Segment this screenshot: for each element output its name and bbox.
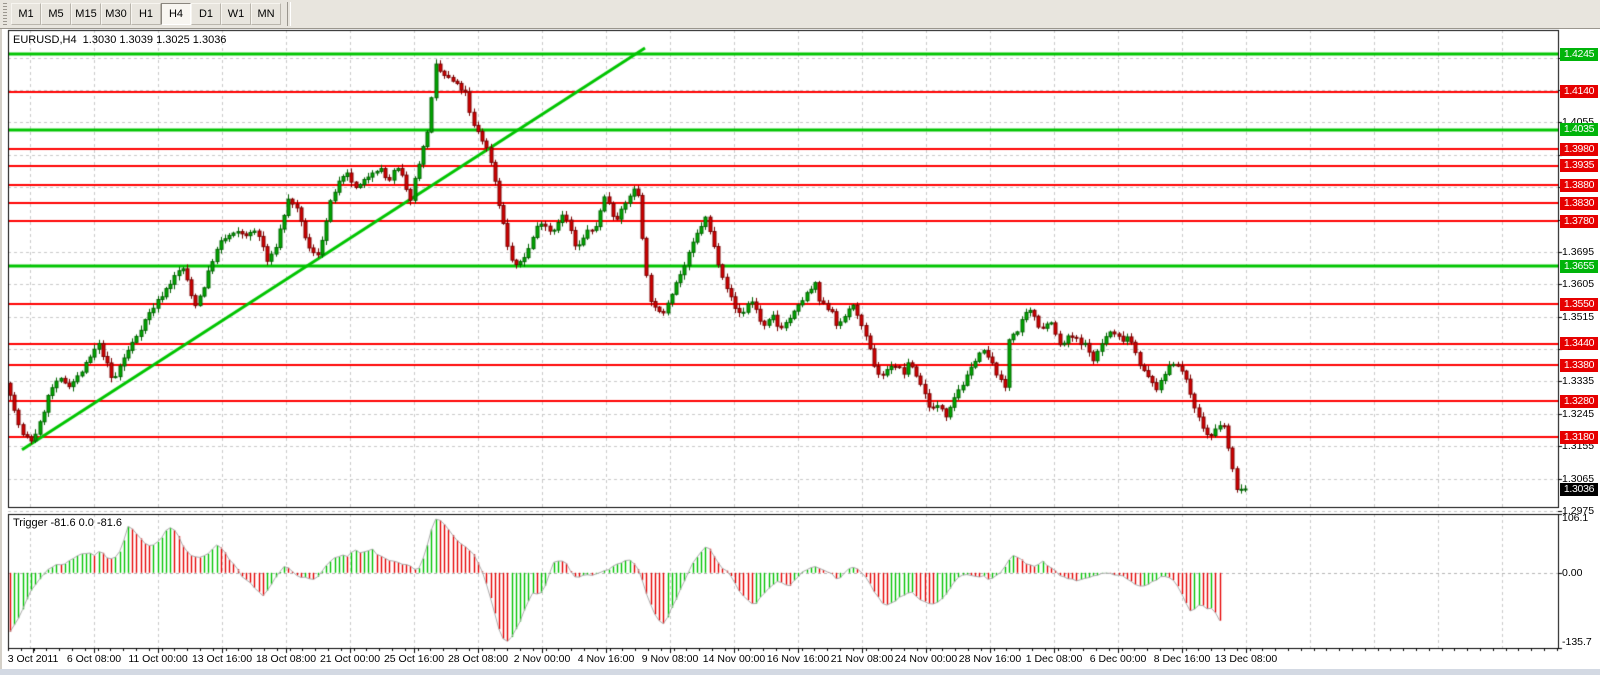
timeframe-button-m1[interactable]: M1 (11, 3, 41, 25)
time-tick-label: 28 Nov 16:00 (958, 653, 1022, 665)
indicator-scale-label: 106.1 (1562, 512, 1589, 524)
price-level-badge: 1.3935 (1560, 159, 1598, 173)
timeframe-button-h4[interactable]: H4 (161, 3, 191, 25)
time-tick-label: 18 Oct 08:00 (255, 653, 317, 665)
toolbar-grip-icon[interactable] (3, 3, 7, 25)
price-tick-label: 1.3065 (1562, 472, 1595, 485)
time-tick-label: 6 Dec 00:00 (1089, 653, 1147, 665)
price-level-badge: 1.3830 (1560, 196, 1598, 210)
time-tick-label: 24 Nov 00:00 (894, 653, 958, 665)
price-tick-label: 1.3695 (1562, 245, 1595, 258)
indicator-scale-label: -135.7 (1562, 636, 1592, 648)
price-level-badge: 1.3980 (1560, 142, 1598, 156)
time-tick-label: 4 Nov 16:00 (577, 653, 635, 665)
timeframe-button-d1[interactable]: D1 (191, 3, 221, 25)
time-tick-label: 14 Nov 00:00 (702, 653, 766, 665)
time-axis[interactable]: 3 Oct 2011 6 Oct 08:00 11 Oct 00:00 13 Oct … (0, 650, 1600, 669)
timeframe-button-mn[interactable]: MN (251, 3, 281, 25)
indicator-scale-label: 0.00 (1562, 566, 1583, 579)
timeframe-buttons: M1 M5 M15 M30 H1 H4 D1 W1 MN (11, 3, 281, 25)
timeframe-toolbar: M1 M5 M15 M30 H1 H4 D1 W1 MN (0, 0, 1600, 29)
time-tick-label: 6 Oct 08:00 (66, 653, 122, 665)
time-tick-label: 25 Oct 16:00 (383, 653, 445, 665)
chart-title: EURUSD,H4 1.3030 1.3039 1.3025 1.3036 (13, 34, 227, 46)
price-axis[interactable]: 1.40551.36951.36051.35151.33351.32451.31… (1559, 28, 1600, 648)
price-tick-label: 1.3515 (1562, 310, 1595, 323)
time-tick-label: 16 Nov 16:00 (766, 653, 830, 665)
price-level-badge: 1.3550 (1560, 297, 1598, 311)
price-tick-label: 1.3335 (1562, 375, 1595, 388)
price-level-badge: 1.3880 (1560, 178, 1598, 192)
price-tick-label: 1.3605 (1562, 278, 1595, 291)
time-tick-label: 13 Oct 16:00 (191, 653, 253, 665)
timeframe-button-m5[interactable]: M5 (41, 3, 71, 25)
time-tick-label: 21 Nov 08:00 (830, 653, 894, 665)
time-tick-label: 13 Dec 08:00 (1214, 653, 1278, 665)
current-price-badge: 1.3036 (1560, 482, 1598, 496)
time-tick-label: 2 Nov 00:00 (513, 653, 571, 665)
price-level-badge: 1.3655 (1560, 259, 1598, 273)
time-tick-label: 3 Oct 2011 (7, 653, 59, 665)
price-level-badge: 1.4035 (1560, 123, 1598, 137)
price-tick-label: 1.2975 (1562, 504, 1595, 517)
time-tick-label: 28 Oct 08:00 (447, 653, 509, 665)
timeframe-button-m15[interactable]: M15 (71, 3, 101, 25)
time-tick-label: 1 Dec 08:00 (1025, 653, 1083, 665)
price-level-badge: 1.4245 (1560, 47, 1598, 61)
time-tick-label: 11 Oct 00:00 (128, 653, 188, 665)
timeframe-button-w1[interactable]: W1 (221, 3, 251, 25)
price-level-badge: 1.3780 (1560, 214, 1598, 228)
timeframe-button-m30[interactable]: M30 (101, 3, 131, 25)
time-tick-label: 8 Dec 16:00 (1153, 653, 1211, 665)
timeframe-button-h1[interactable]: H1 (131, 3, 161, 25)
price-level-badge: 1.3180 (1560, 430, 1598, 444)
indicator-axis[interactable]: 106.1 0.00 -135.7 (1559, 512, 1600, 654)
price-level-badge: 1.3380 (1560, 358, 1598, 372)
time-tick-label: 9 Nov 08:00 (641, 653, 699, 665)
price-level-badge: 1.3440 (1560, 337, 1598, 351)
time-tick-label: 21 Oct 00:00 (319, 653, 381, 665)
price-tick-label: 1.3245 (1562, 407, 1595, 420)
toolbar-separator (287, 2, 291, 26)
indicator-label: Trigger -81.6 0.0 -81.6 (13, 517, 123, 529)
price-level-badge: 1.4140 (1560, 85, 1598, 99)
price-level-badge: 1.3280 (1560, 394, 1598, 408)
